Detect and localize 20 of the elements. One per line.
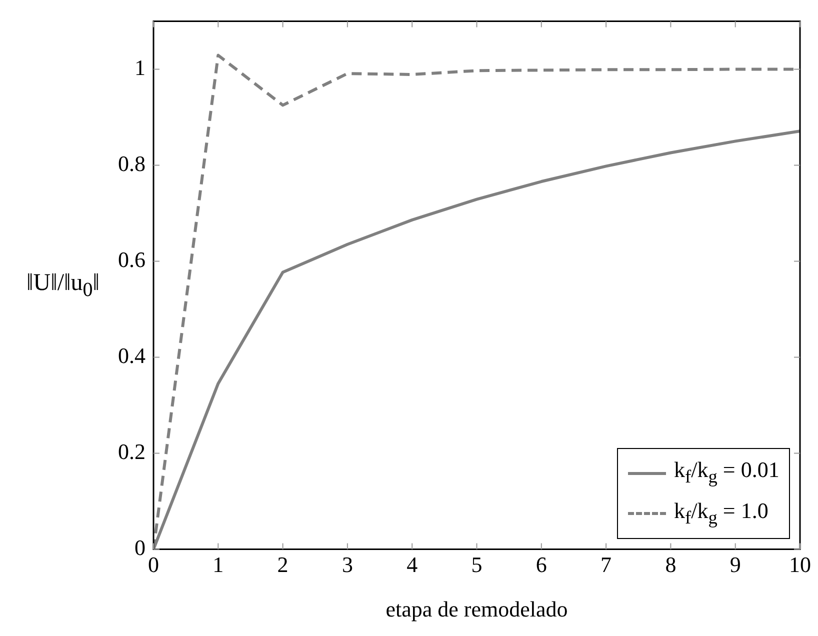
x-tick-label: 8 <box>665 552 676 578</box>
x-tick-label: 6 <box>536 552 547 578</box>
x-tick-label: 4 <box>406 552 418 578</box>
x-tick-label: 9 <box>730 552 741 578</box>
x-tick-label: 3 <box>342 552 353 578</box>
y-tick-label: 0.8 <box>118 150 146 176</box>
x-tick-label: 2 <box>277 552 288 578</box>
x-tick-label: 5 <box>471 552 482 578</box>
y-tick-label: 0.4 <box>118 342 146 368</box>
x-tick-label: 7 <box>600 552 612 578</box>
y-tick-label: 0 <box>134 534 146 560</box>
x-axis-title: etapa de remodelado <box>386 596 568 622</box>
legend-label: k$_{f}$/k$_{g}$ = 0.01 <box>674 456 780 489</box>
y-tick-label: 1 <box>134 54 146 80</box>
y-tick-label: 0.2 <box>118 438 146 464</box>
y-axis-title: ‖U‖/‖u$_{0}$‖ <box>26 270 100 302</box>
y-tick-label: 0.6 <box>118 246 146 272</box>
legend-label: k$_{f}$/k$_{g}$ = 1.0 <box>674 496 768 530</box>
x-tick-label: 1 <box>212 552 224 578</box>
x-tick-label: 10 <box>789 552 811 578</box>
